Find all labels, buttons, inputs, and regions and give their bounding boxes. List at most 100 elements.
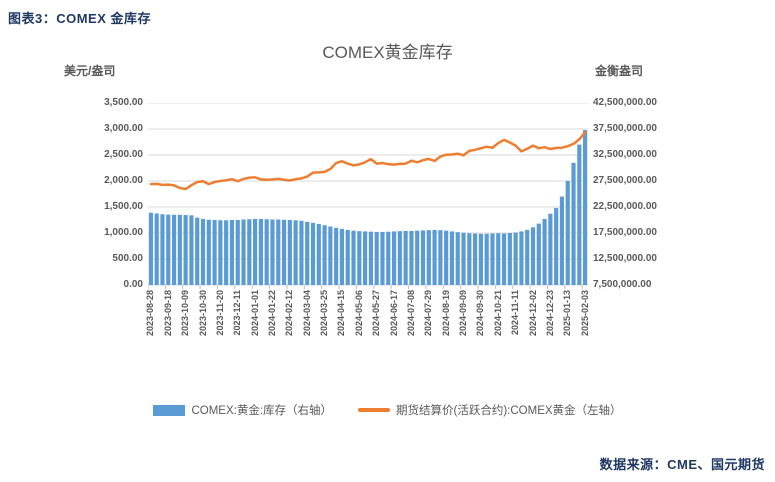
x-axis-label: 2024-07-08 xyxy=(405,290,416,337)
inventory-bar xyxy=(287,220,292,285)
inventory-bar xyxy=(467,233,472,285)
inventory-bar xyxy=(258,218,263,285)
x-axis-label: 2024-03-25 xyxy=(319,290,330,337)
inventory-bar xyxy=(200,218,206,285)
inventory-bar xyxy=(484,233,489,285)
right-axis-tick: 17,500,000.00 xyxy=(593,227,657,238)
legend-item-price: 期货结算价(活跃合约):COMEX黄金（左轴） xyxy=(358,402,622,418)
figure-caption: 图表3：COMEX 金库存 xyxy=(8,11,152,26)
inventory-bar xyxy=(177,214,182,285)
inventory-bar xyxy=(270,219,275,285)
line-series-swatch xyxy=(358,408,391,412)
right-axis-tick: 32,500,000.00 xyxy=(593,149,657,160)
x-axis-label: 2024-05-27 xyxy=(371,290,382,337)
legend-label-inventory: COMEX:黄金:库存（右轴） xyxy=(191,405,333,417)
inventory-bar xyxy=(513,232,518,285)
inventory-bar xyxy=(409,230,414,285)
left-axis-tick: 1,000.00 xyxy=(104,227,143,238)
inventory-bar xyxy=(160,214,165,285)
x-axis-label: 2024-12-23 xyxy=(544,290,555,337)
bar-series-swatch xyxy=(153,404,186,416)
right-axis-tick: 7,500,000.00 xyxy=(593,279,652,290)
inventory-bar xyxy=(519,231,524,285)
inventory-bar xyxy=(432,229,437,285)
x-axis-label: 2023-11-20 xyxy=(214,290,225,336)
inventory-bar xyxy=(212,220,217,285)
right-axis-tick: 22,500,000.00 xyxy=(593,201,657,212)
inventory-bar xyxy=(195,217,200,285)
inventory-bar xyxy=(322,225,327,285)
inventory-bar xyxy=(218,220,223,285)
inventory-bar xyxy=(473,233,478,285)
right-axis-unit-label: 金衡盎司 xyxy=(595,64,644,78)
inventory-bar xyxy=(310,222,316,285)
x-axis-label: 2024-12-02 xyxy=(527,290,538,337)
inventory-bar xyxy=(183,215,188,285)
inventory-bar xyxy=(478,233,483,285)
inventory-bar xyxy=(334,227,339,285)
x-axis-label: 2024-11-11 xyxy=(510,290,521,336)
right-axis-tick: 12,500,000.00 xyxy=(593,253,657,264)
inventory-bar xyxy=(391,231,397,285)
x-axis-label: 2024-01-01 xyxy=(249,290,260,337)
inventory-bar xyxy=(380,231,385,285)
inventory-bar xyxy=(415,230,420,285)
x-axis-label: 2024-10-21 xyxy=(492,290,503,337)
legend: COMEX:黄金:库存（右轴） 期货结算价(活跃合约):COMEX黄金（左轴） xyxy=(0,402,775,418)
left-axis-unit-label: 美元/盎司 xyxy=(64,64,116,78)
x-axis-label: 2024-03-04 xyxy=(301,290,312,337)
x-axis-label: 2025-01-13 xyxy=(562,290,573,337)
inventory-bar xyxy=(224,220,229,285)
x-axis-label: 2023-09-18 xyxy=(162,290,173,337)
right-axis-tick: 27,500,000.00 xyxy=(593,175,657,186)
inventory-bar xyxy=(496,233,501,285)
inventory-bar xyxy=(542,218,547,285)
inventory-bar xyxy=(247,219,252,285)
x-axis-label: 2024-01-22 xyxy=(266,290,277,337)
inventory-bar xyxy=(345,229,350,285)
left-axis-tick: 2,000.00 xyxy=(104,175,143,186)
right-axis-tick: 37,500,000.00 xyxy=(593,123,657,134)
inventory-bar xyxy=(554,208,559,285)
x-axis-label: 2024-07-29 xyxy=(423,290,434,337)
inventory-bar xyxy=(374,231,379,285)
inventory-bar xyxy=(264,219,269,285)
x-axis-label: 2023-10-09 xyxy=(180,290,191,337)
inventory-bar xyxy=(357,231,362,285)
x-axis-label: 2023-12-11 xyxy=(232,290,243,336)
inventory-bar xyxy=(565,181,570,285)
inventory-bar xyxy=(316,223,321,285)
inventory-bar xyxy=(166,214,171,285)
x-axis-label: 2023-08-28 xyxy=(145,290,156,337)
plot-area xyxy=(148,103,588,289)
inventory-bar xyxy=(501,233,507,285)
inventory-bar xyxy=(328,226,333,285)
inventory-bar xyxy=(386,231,391,285)
inventory-bar xyxy=(507,233,512,285)
inventory-bar xyxy=(449,231,455,285)
inventory-bar xyxy=(490,233,495,285)
x-axis-label: 2024-09-30 xyxy=(475,290,486,337)
legend-label-price: 期货结算价(活跃合约):COMEX黄金（左轴） xyxy=(396,405,622,417)
x-axis-label: 2025-02-03 xyxy=(579,290,590,337)
legend-item-inventory: COMEX:黄金:库存（右轴） xyxy=(153,402,332,418)
inventory-bar xyxy=(444,230,449,285)
x-axis-label: 2024-09-09 xyxy=(458,290,469,337)
inventory-bar xyxy=(420,230,426,285)
inventory-bar xyxy=(189,215,194,285)
inventory-bar xyxy=(368,231,373,285)
inventory-bar xyxy=(577,144,582,285)
x-axis-label: 2024-08-19 xyxy=(440,290,451,337)
inventory-bar xyxy=(154,213,159,285)
inventory-bar xyxy=(525,229,530,285)
inventory-bar xyxy=(438,230,443,285)
left-axis-tick: 0.00 xyxy=(123,279,143,290)
x-axis-label: 2024-04-15 xyxy=(336,290,347,337)
inventory-bar xyxy=(536,223,541,285)
inventory-bar xyxy=(235,220,240,285)
inventory-bar xyxy=(559,196,565,285)
inventory-bar xyxy=(363,231,368,285)
price-line xyxy=(149,130,587,191)
right-axis-tick: 42,500,000.00 xyxy=(593,97,657,108)
inventory-bar xyxy=(229,220,235,285)
